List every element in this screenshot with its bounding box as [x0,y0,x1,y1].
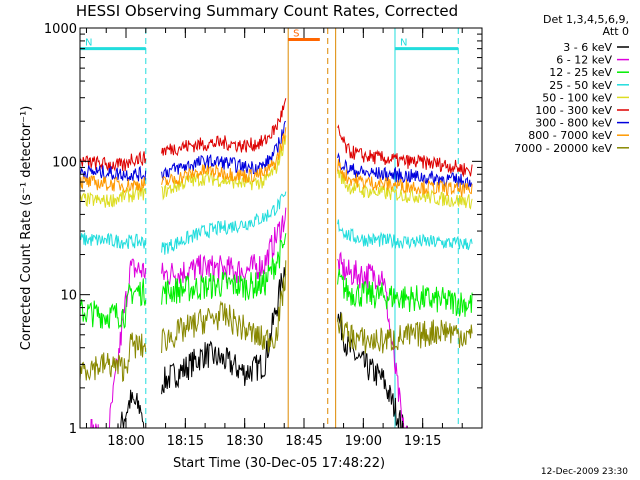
legend-label-3: 25 - 50 keV [549,79,612,92]
series-line-8-2 [337,313,473,354]
series-line-6-2 [337,152,473,189]
legend-label-6: 300 - 800 keV [535,117,612,130]
x-tick-label-3: 18:45 [285,434,322,449]
legend-label-8: 7000 - 20000 keV [514,142,612,155]
series-line-7-0 [80,175,147,194]
x-tick-label-2: 18:30 [226,434,263,449]
flag-label-2: S [293,28,299,39]
y-axis-label: Corrected Count Rate (s⁻¹ detector⁻¹) [19,106,34,351]
series-line-5-2 [337,124,473,178]
legend-label-7: 800 - 7000 keV [528,129,612,142]
legend-label-5: 100 - 300 keV [535,104,612,117]
legend-label-0: 3 - 6 keV [563,41,612,54]
series-line-4-2 [337,169,473,210]
series-line-2-0 [80,278,147,330]
series-line-6-0 [80,165,147,182]
x-tick-label-1: 18:15 [167,434,204,449]
series-line-8-0 [80,332,147,383]
legend-label-4: 50 - 100 keV [542,91,612,104]
series-line-8-1 [161,260,287,354]
legend-label-2: 12 - 25 keV [549,66,612,79]
series-line-7-2 [337,159,473,198]
series-line-4-0 [80,185,147,208]
plot-area: N NS [80,28,473,428]
series-line-3-1 [161,191,287,255]
series-line-0-0 [117,389,145,428]
series-line-0-2 [337,311,408,428]
series-line-1-2 [337,251,408,428]
legend-header-1: Att 0 [603,25,629,38]
plot-frame [79,27,483,429]
series-line-3-0 [80,232,147,250]
y-tick-label-1: 10 [60,289,77,304]
flag-label-1: N [400,38,407,49]
x-tick-label-5: 19:15 [404,434,441,449]
series-line-1-0 [90,258,147,428]
series-line-2-1 [161,233,287,305]
series-line-0-1 [161,267,287,395]
legend-label-1: 6 - 12 keV [556,54,612,67]
series-line-3-2 [337,219,473,251]
y-axis: 1 10 100 1000 [44,22,482,437]
series-line-1-1 [161,207,287,286]
y-tick-label-2: 100 [52,155,77,170]
x-axis: 18:00 18:15 18:30 18:45 19:00 19:15 [85,28,483,449]
flag-label-0: N [85,38,92,49]
chart-title: HESSI Observing Summary Count Rates, Cor… [76,2,458,20]
x-tick-label-4: 19:00 [345,434,382,449]
x-axis-label: Start Time (30-Dec-05 17:48:22) [173,456,385,471]
series-line-5-1 [161,98,287,157]
series-line-2-2 [337,268,473,317]
y-tick-label-3: 1000 [44,22,77,37]
y-tick-label-0: 1 [69,422,77,437]
x-tick-label-0: 18:00 [107,434,144,449]
series-line-7-1 [161,127,287,186]
timestamp-label: 12-Dec-2009 23:30 [541,467,628,477]
legend-header-0: Det 1,3,4,5,6,9, [543,13,629,26]
series-line-5-0 [80,150,147,172]
